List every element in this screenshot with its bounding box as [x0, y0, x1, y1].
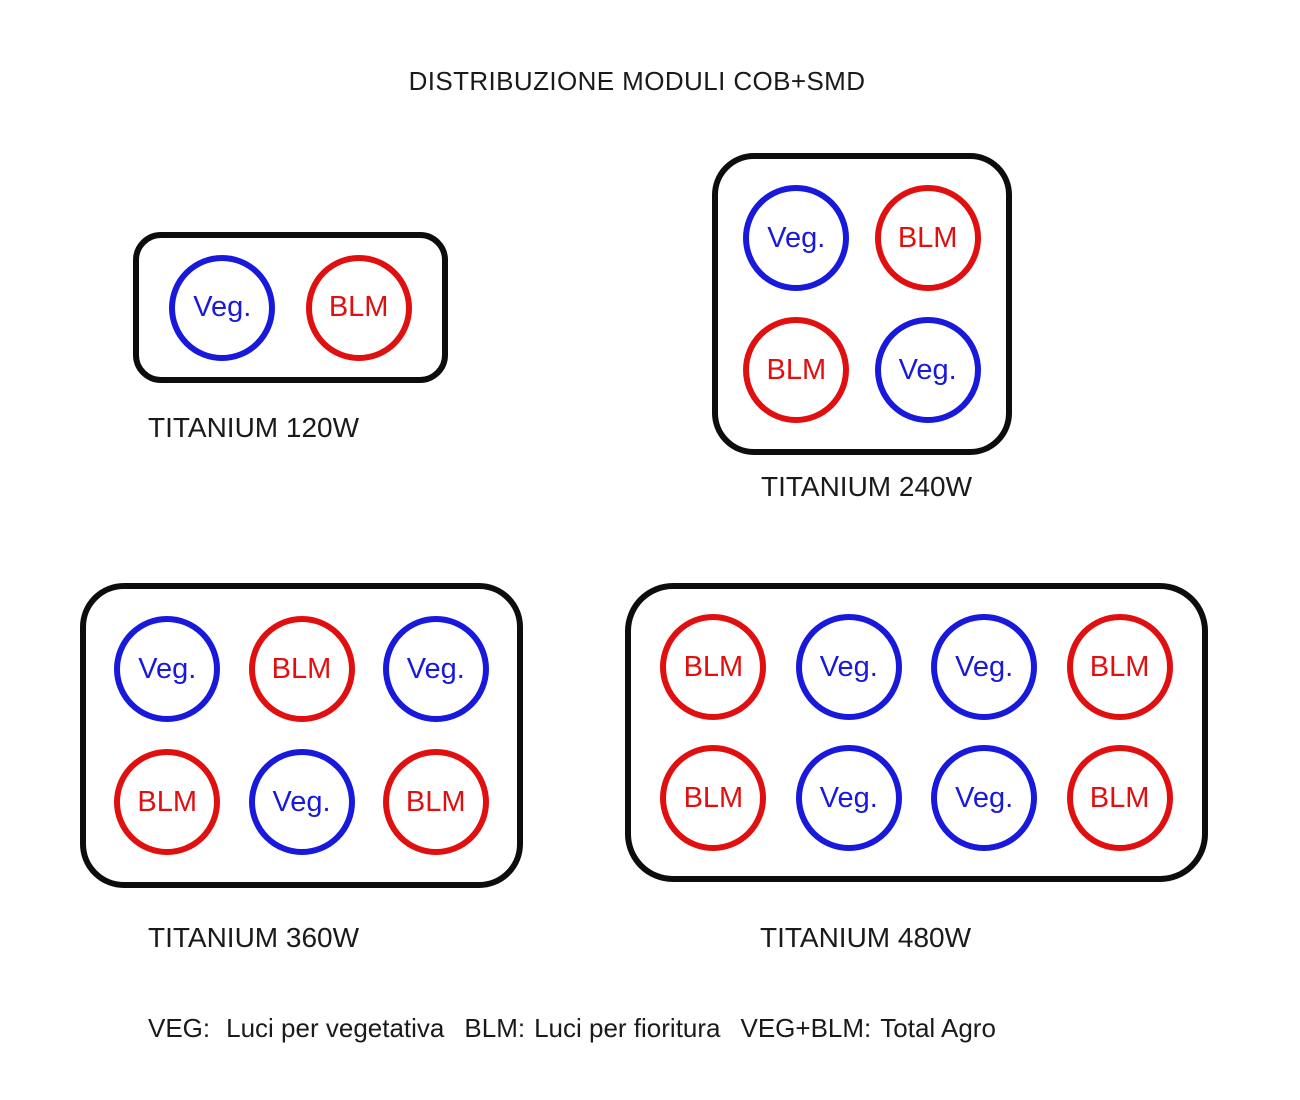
module-circle: Veg. [874, 317, 981, 423]
module-circle: Veg. [248, 749, 355, 855]
module-label: BLM [683, 781, 744, 814]
module-circle: Veg. [931, 745, 1038, 851]
module-label: BLM [405, 785, 466, 818]
module-circle: BLM [1066, 614, 1173, 720]
legend-term: VEG: [148, 1013, 211, 1043]
legend-term: BLM: [464, 1013, 526, 1043]
legend-item-veg: VEG: Luci per vegetativa [148, 1013, 444, 1044]
legend-item-veg-blm: VEG+BLM: Total Agro [741, 1013, 996, 1044]
legend-term: VEG+BLM: [740, 1013, 872, 1043]
legend-description: Total Agro [880, 1013, 996, 1043]
module-label: Veg. [406, 652, 465, 685]
module-circle: BLM [1066, 745, 1173, 851]
module-label: BLM [683, 650, 744, 683]
module-label: Veg. [767, 221, 826, 254]
titanium-240w-label: TITANIUM 240W [761, 471, 973, 502]
module-label: Veg. [898, 353, 957, 386]
module-label: Veg. [138, 652, 197, 685]
module-circle: BLM [248, 616, 355, 722]
module-label: BLM [328, 291, 389, 323]
legend-description: Luci per fioritura [534, 1013, 721, 1043]
titanium-360w-label: TITANIUM 360W [148, 922, 360, 953]
diagram-title: DISTRIBUZIONE MODULI COB+SMD [408, 66, 866, 96]
module-label: Veg. [819, 650, 878, 683]
module-circle: BLM [660, 614, 767, 720]
module-label: Veg. [272, 785, 331, 818]
legend-item-blm: BLM: Luci per fioritura [464, 1013, 720, 1044]
module-label: Veg. [955, 650, 1014, 683]
module-label: Veg. [193, 291, 252, 323]
module-label: BLM [1089, 781, 1150, 814]
titanium-480w-frame: BLM Veg. Veg. BLM BLM Veg. Veg. BLM [625, 583, 1208, 882]
titanium-120w-label: TITANIUM 120W [148, 412, 360, 443]
module-label: BLM [1089, 650, 1150, 683]
titanium-480w-label: TITANIUM 480W [760, 922, 972, 953]
module-circle: Veg. [795, 745, 902, 851]
module-circle: BLM [382, 749, 489, 855]
module-label: Veg. [819, 781, 878, 814]
legend: VEG: Luci per vegetativa BLM: Luci per f… [148, 1013, 996, 1044]
module-circle: BLM [660, 745, 767, 851]
module-circle: BLM [305, 254, 412, 361]
module-label: BLM [897, 221, 958, 254]
titanium-120w-frame: Veg. BLM [133, 232, 448, 383]
titanium-360w-frame: Veg. BLM Veg. BLM Veg. BLM [80, 583, 523, 888]
module-circle: BLM [743, 317, 850, 423]
module-circle: Veg. [931, 614, 1038, 720]
titanium-240w-frame: Veg. BLM BLM Veg. [712, 153, 1012, 455]
module-circle: Veg. [382, 616, 489, 722]
module-circle: BLM [114, 749, 221, 855]
legend-description: Luci per vegetativa [226, 1013, 445, 1043]
module-circle: Veg. [743, 185, 850, 291]
module-circle: Veg. [114, 616, 221, 722]
module-circle: BLM [874, 185, 981, 291]
module-label: Veg. [955, 781, 1014, 814]
module-label: BLM [137, 785, 198, 818]
module-circle: Veg. [169, 254, 276, 361]
module-circle: Veg. [795, 614, 902, 720]
module-label: BLM [766, 353, 827, 386]
module-label: BLM [271, 652, 332, 685]
